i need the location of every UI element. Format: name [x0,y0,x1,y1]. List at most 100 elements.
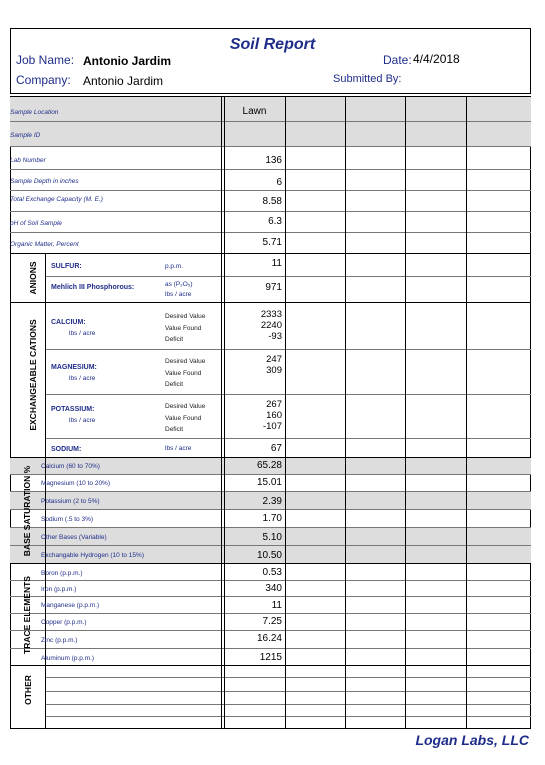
report-header [10,28,531,94]
potassium-unit: lbs / acre [69,417,96,424]
calcium-desired-value: 2333 [260,309,282,320]
other-bases-value: 5.10 [262,532,282,543]
cations-group-label: EXCHANGEABLE CATIONS [28,319,38,431]
organic-matter-value: 5.71 [262,237,282,248]
company-value: Antonio Jardim [83,74,164,88]
column-divider [405,96,406,729]
phosphorus-unit: as (P₂O₅) [165,281,193,288]
table-row [45,678,531,692]
sulfur-value: 11 [271,258,282,269]
copper-value: 7.25 [262,616,282,627]
calcium-deficit-label: Deficit [165,336,184,343]
calcium-label: CALCIUM: [51,319,86,326]
lab-number-value: 136 [265,155,282,166]
sulfur-unit: p.p.m. [165,263,184,270]
base-saturation-group-label: BASE SATURATION % [22,465,32,557]
table-row [10,564,531,581]
iron-label: Iron (p.p.m.) [41,586,77,593]
footer-company: Logan Labs, LLC [415,732,529,748]
iron-value: 340 [265,583,282,594]
potassium-deficit-label: Deficit [165,426,184,433]
other-group-label: OTHER [23,675,33,705]
sodium-saturation-label: Sodium (.5 to 3%) [41,516,94,523]
phosphorus-unit-lbs: lbs / acre [165,291,192,298]
sodium-unit: lbs / acre [165,445,192,452]
table-row [10,439,531,458]
sample-location-value: Lawn [242,106,267,117]
table-row [10,97,531,122]
magnesium-label: MAGNESIUM: [51,364,97,371]
table-row [10,170,531,191]
table-row [10,510,531,528]
calcium-deficit-value: -93 [268,331,282,342]
table-row [10,277,531,303]
magnesium-saturation-label: Magnesium (10 to 20%) [41,480,111,487]
calcium-desired-label: Desired Value [165,313,206,320]
table-row [10,528,531,546]
calcium-found-value: 2240 [260,320,282,331]
magnesium-deficit-label: Deficit [165,381,184,388]
table-row [45,692,531,705]
calcium-saturation-label: Calcium (60 to 70%) [41,463,100,470]
calcium-found-label: Value Found [165,324,202,332]
column-divider [45,254,46,729]
table-row [10,212,531,233]
table-row [45,254,531,277]
sample-id-label: Sample ID [10,132,41,139]
potassium-deficit-value: -107 [262,421,282,432]
tec-label: Total Exchange Capacity (M. E.) [10,196,103,203]
table-row [45,395,531,439]
column-divider [221,96,222,729]
column-divider [285,96,286,729]
sample-depth-label: Sample Depth in inches [10,178,79,185]
sodium-label: SODIUM: [51,446,82,453]
potassium-saturation-value: 2.39 [262,496,282,507]
magnesium-saturation-value: 15.01 [256,477,282,488]
table-row [45,666,531,678]
trace-elements-group-label: TRACE ELEMENTS [22,576,32,654]
sample-depth-value: 6 [276,177,282,188]
table-row [10,147,531,170]
magnesium-desired-value: 247 [266,354,282,365]
ph-value: 6.3 [268,216,282,227]
table-row [10,614,531,631]
sodium-value: 67 [270,443,282,454]
table-row [45,705,531,717]
zinc-label: Zinc (p.p.m.) [41,637,78,644]
results-table [10,96,531,729]
sulfur-label: SULFUR: [51,263,82,270]
exchangeable-hydrogen-label: Exchangable Hydrogen (10 to 15%) [41,552,144,559]
potassium-desired-value: 267 [266,399,282,410]
table-row [10,492,531,510]
other-bases-label: Other Bases (Variable) [41,534,107,541]
table-row [10,458,531,475]
table-row [10,649,531,666]
zinc-value: 16.24 [256,633,282,644]
potassium-found-value: 160 [266,410,282,421]
aluminum-label: Aluminum (p.p.m.) [41,655,95,662]
organic-matter-label: Organic Matter, Percent [10,241,79,248]
table-row [10,631,531,649]
sodium-saturation-value: 1.70 [262,513,282,524]
page-title: Soil Report [229,36,316,53]
exchangeable-hydrogen-value: 10.50 [256,550,282,561]
boron-label: Boron (p.p.m.) [41,570,83,577]
potassium-label: POTASSIUM: [51,406,95,413]
table-row [10,475,531,492]
magnesium-unit: lbs / acre [69,375,96,382]
calcium-saturation-value: 65.28 [256,460,282,471]
potassium-saturation-label: Potassium (2 to 5%) [41,498,100,505]
copper-label: Copper (p.p.m.) [41,619,87,626]
manganese-value: 11 [271,600,282,611]
table-row [10,581,531,597]
table-row [10,597,531,614]
phosphorus-value: 971 [265,282,282,293]
table-row [45,350,531,395]
manganese-label: Manganese (p.p.m.) [41,602,100,609]
date-value: 4/4/2018 [413,52,460,66]
table-row [10,546,531,564]
ph-label: pH of Soil Sample [10,220,63,227]
column-divider [466,96,467,729]
table-row [10,191,531,212]
job-name-label: Job Name: [16,53,75,67]
